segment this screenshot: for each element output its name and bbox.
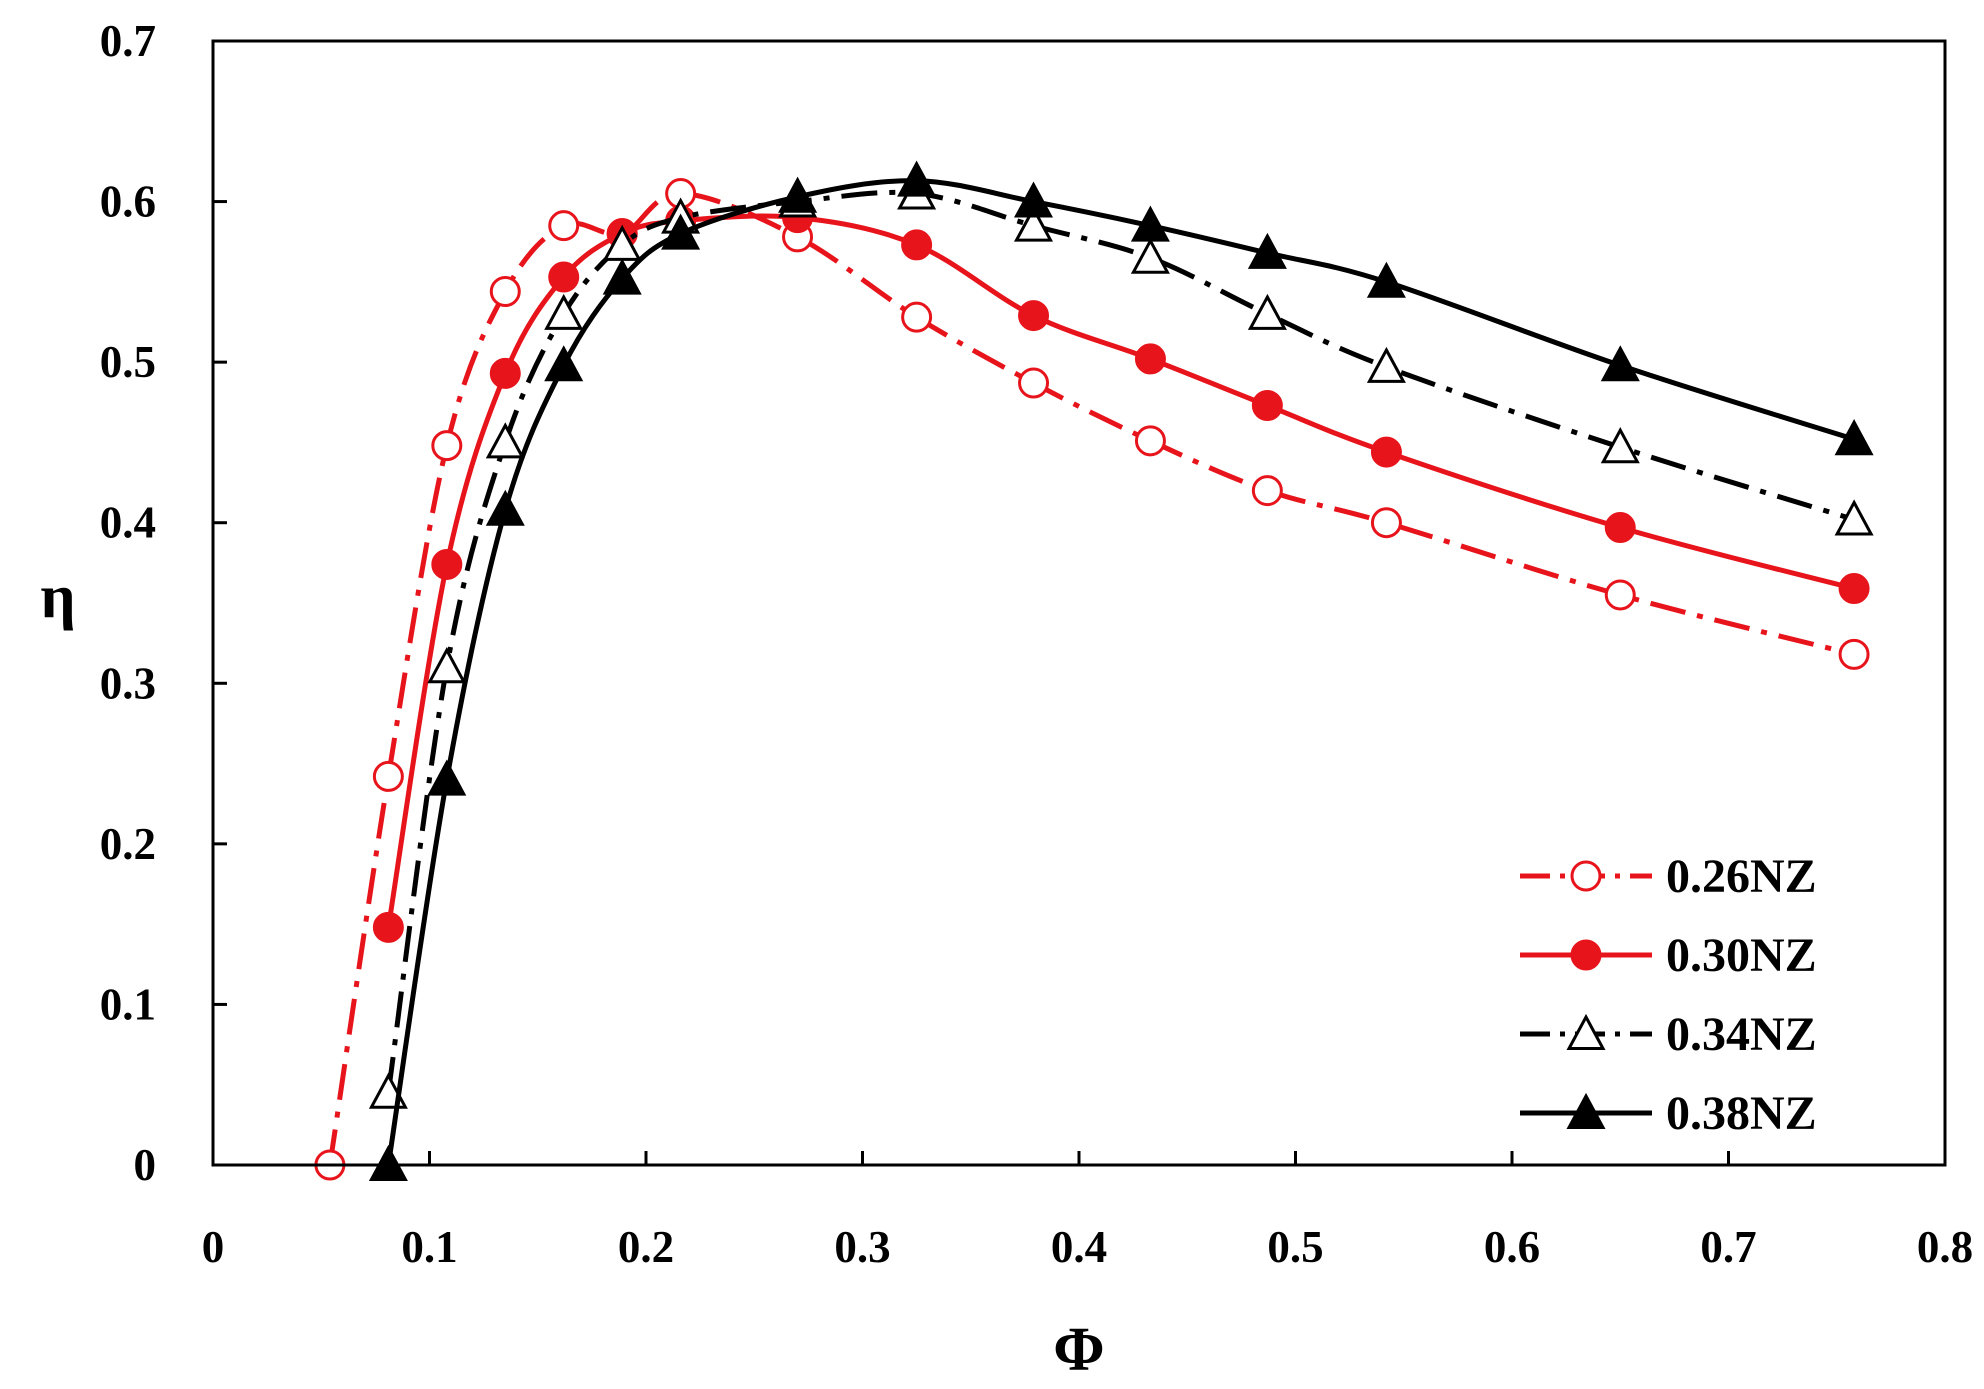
x-tick-label: 0.1: [401, 1222, 457, 1272]
data-point: [602, 258, 642, 295]
x-axis-tick-labels: 0 0.1 0.2 0.3 0.4 0.5 0.6 0.7 0.8: [202, 1222, 1973, 1272]
y-axis-title: η: [40, 563, 75, 631]
data-point: [427, 759, 467, 796]
y-tick-label: 0.5: [100, 337, 156, 387]
legend-label: 0.30NZ: [1666, 929, 1817, 982]
data-point: [1838, 573, 1870, 605]
data-point: [1600, 427, 1640, 464]
data-point: [372, 911, 404, 943]
legend-item: 0.38NZ: [1520, 1087, 1817, 1140]
x-tick-label: 0: [202, 1222, 225, 1272]
series-line: [385, 178, 1855, 1166]
x-axis-ticks: [211, 1151, 1947, 1165]
data-point: [1834, 419, 1874, 456]
data-point: [1366, 346, 1406, 383]
y-tick-label: 0.6: [100, 177, 156, 227]
data-point: [489, 357, 521, 389]
x-tick-label: 0.5: [1267, 1222, 1323, 1272]
data-point: [489, 275, 521, 307]
data-point: [1247, 232, 1287, 269]
data-point: [1134, 425, 1166, 457]
legend-item: 0.34NZ: [1520, 1008, 1817, 1061]
x-tick-label: 0.2: [618, 1222, 674, 1272]
y-axis-tick-labels: 0 0.1 0.2 0.3 0.4 0.5 0.6 0.7: [100, 16, 156, 1190]
series-line: [385, 189, 1855, 1094]
data-point: [1251, 475, 1283, 507]
y-axis-ticks: [213, 39, 227, 1167]
y-tick-label: 0.2: [100, 819, 156, 869]
data-point: [1604, 512, 1636, 544]
data-point: [548, 210, 580, 242]
data-point: [544, 293, 584, 330]
data-point: [901, 301, 933, 333]
data-point: [1134, 343, 1166, 375]
legend-item: 0.30NZ: [1520, 929, 1817, 982]
data-point: [372, 760, 404, 792]
legend-marker: [1570, 860, 1602, 892]
legend-label: 0.26NZ: [1666, 850, 1817, 903]
y-tick-label: 0.3: [100, 658, 156, 708]
data-point: [1013, 181, 1054, 218]
data-point: [1018, 367, 1050, 399]
data-point: [431, 430, 463, 462]
data-point: [548, 261, 580, 293]
data-point: [485, 422, 525, 459]
data-point: [1013, 205, 1054, 242]
data-point: [1366, 261, 1406, 298]
series-line: [385, 213, 1855, 928]
data-point: [901, 229, 933, 261]
data-point: [427, 647, 467, 684]
x-tick-label: 0.4: [1051, 1222, 1107, 1272]
data-point: [1251, 389, 1283, 421]
data-point: [1130, 237, 1170, 274]
legend-marker: [1566, 1092, 1606, 1129]
legend-marker: [1570, 939, 1602, 971]
legend-label: 0.34NZ: [1666, 1008, 1817, 1061]
data-point: [1838, 638, 1870, 670]
y-tick-label: 0.7: [100, 16, 156, 66]
data-point: [485, 489, 525, 526]
data-point: [778, 176, 818, 213]
data-point: [661, 213, 701, 250]
data-point: [544, 345, 584, 382]
data-point: [1370, 436, 1402, 468]
data-point: [1834, 499, 1874, 536]
y-tick-label: 0.4: [100, 498, 156, 548]
data-point: [431, 548, 463, 580]
legend-label: 0.38NZ: [1666, 1087, 1817, 1140]
data-point: [1604, 579, 1636, 611]
y-tick-label: 0: [134, 1140, 157, 1190]
data-point: [1247, 293, 1287, 330]
legend-marker: [1566, 1013, 1606, 1050]
x-tick-label: 0.3: [834, 1222, 890, 1272]
data-point: [1370, 507, 1402, 539]
legend-item: 0.26NZ: [1520, 850, 1817, 903]
series-0.26NZ: [314, 178, 1870, 1181]
legend-box: [1505, 832, 1875, 1142]
data-point: [1600, 345, 1640, 382]
x-tick-label: 0.6: [1484, 1222, 1540, 1272]
x-tick-label: 0.8: [1917, 1222, 1973, 1272]
data-point: [897, 160, 937, 197]
data-point: [1018, 300, 1050, 332]
x-axis-title: Φ: [1053, 1316, 1104, 1384]
data-point: [1130, 205, 1170, 242]
x-tick-label: 0.7: [1700, 1222, 1756, 1272]
y-tick-label: 0.1: [100, 979, 156, 1029]
legend: 0.26NZ 0.30NZ 0.34NZ 0.38NZ: [1505, 832, 1875, 1142]
series-0.30NZ: [372, 202, 1870, 943]
